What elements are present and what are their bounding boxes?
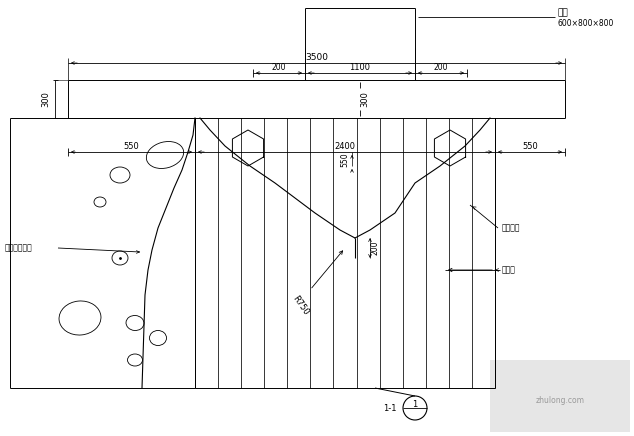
Text: 300: 300 [41, 91, 50, 107]
Text: 600×800×800: 600×800×800 [558, 18, 614, 27]
Text: 200: 200 [434, 64, 448, 72]
Text: 1: 1 [412, 399, 418, 409]
Text: 1100: 1100 [349, 64, 370, 72]
Text: 200: 200 [272, 64, 286, 72]
Text: 成品陶罐: 成品陶罐 [502, 224, 521, 232]
Text: 200: 200 [370, 241, 380, 255]
Text: 550: 550 [124, 142, 139, 150]
Text: R750: R750 [290, 293, 310, 317]
Text: 各层花坦红岁: 各层花坦红岁 [5, 243, 33, 252]
Text: 550: 550 [522, 142, 538, 150]
Text: 法兰: 法兰 [558, 8, 569, 17]
Text: zhulong.com: zhulong.com [536, 395, 585, 405]
Text: 1-1: 1-1 [384, 403, 397, 412]
Text: 300: 300 [361, 91, 370, 107]
Text: 550: 550 [340, 153, 349, 167]
Text: 水槽葳: 水槽葳 [502, 266, 516, 275]
Text: 2400: 2400 [335, 142, 356, 150]
Text: 3500: 3500 [305, 54, 328, 62]
Bar [490, 360, 630, 432]
